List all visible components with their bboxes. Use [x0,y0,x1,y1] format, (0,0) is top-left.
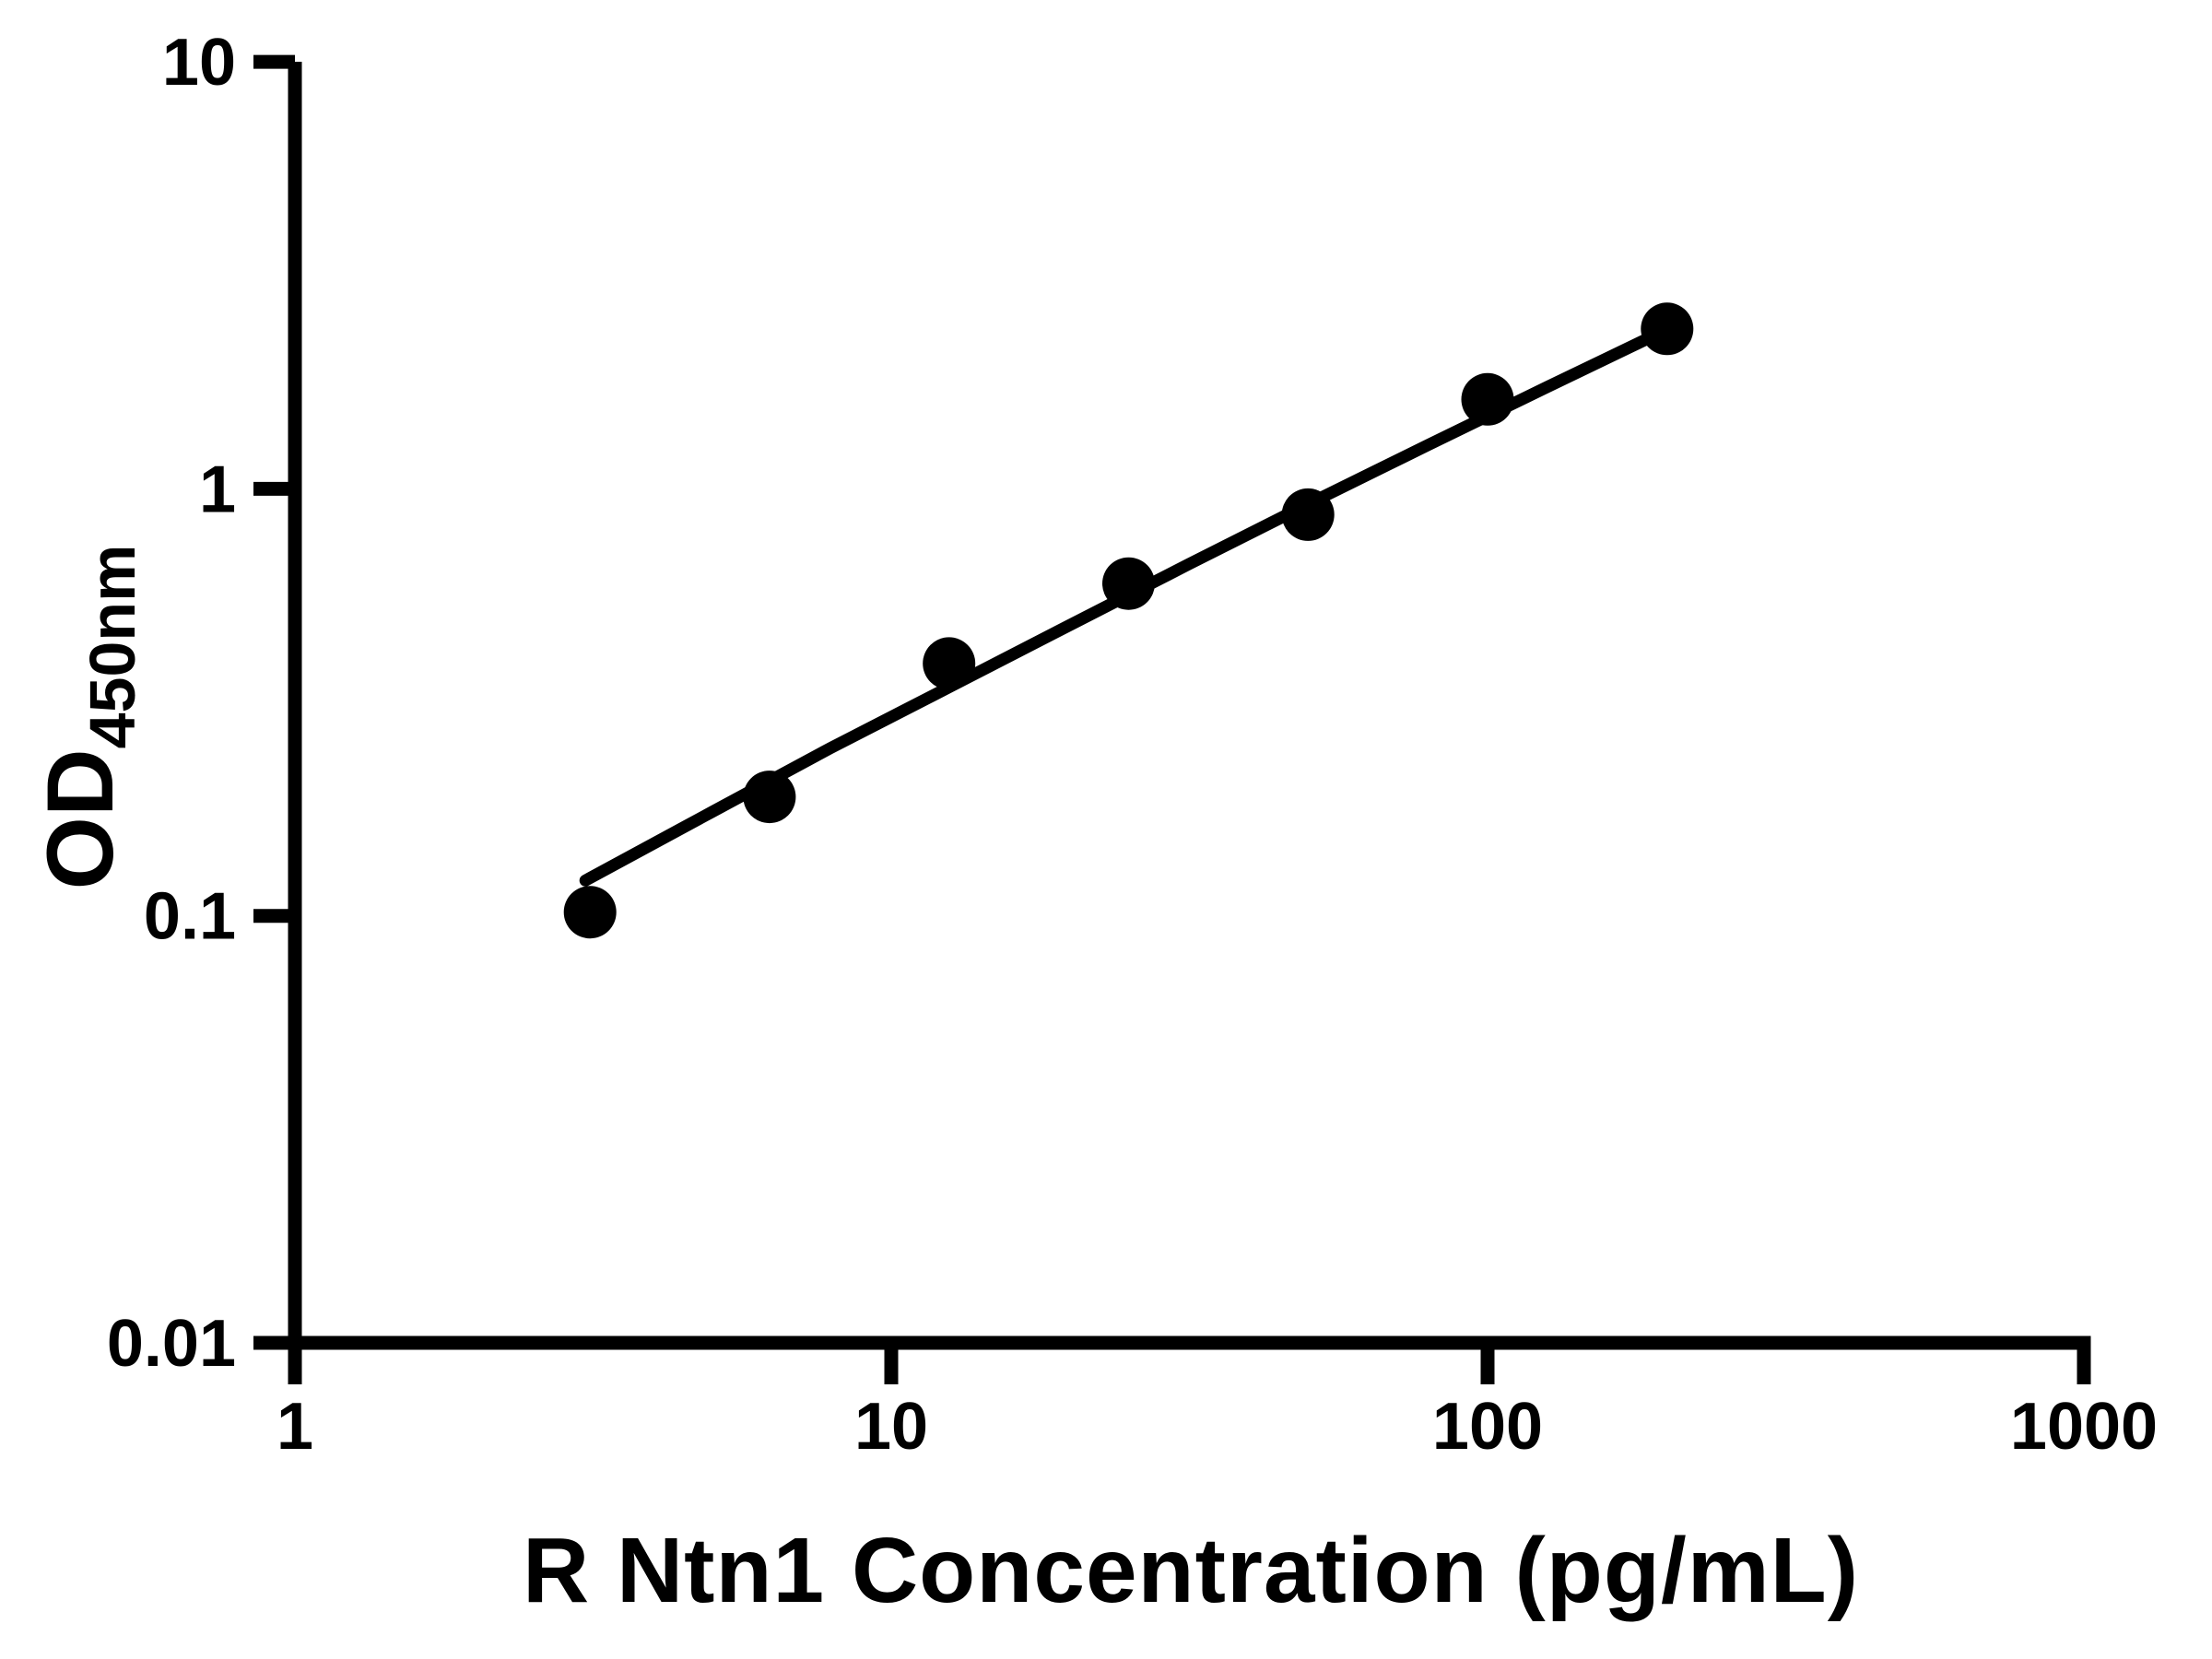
y-axis-title: OD450nm [28,545,148,890]
data-point [743,771,796,824]
y-axis-ticks: 10 1 0.1 0.01 [107,26,295,1381]
x-tick-label: 10 [854,1390,928,1464]
data-point [563,886,617,939]
x-tick-label: 100 [1432,1390,1543,1464]
data-point [923,637,976,690]
x-tick-label: 1 [276,1390,313,1464]
data-point [1641,302,1694,356]
y-axis-title-main: OD [28,748,133,889]
data-points [563,302,1694,939]
data-point [1461,372,1514,426]
y-axis-title-subscript: 450nm [76,545,148,749]
data-point [1281,488,1335,541]
y-tick-label: 1 [199,453,236,526]
y-tick-label: 10 [162,26,236,100]
y-tick-label: 0.1 [144,880,236,954]
axes [253,62,2091,1382]
x-tick-label: 1000 [2010,1390,2158,1464]
x-axis-title: R Ntn1 Concentration (pg/mL) [523,1519,1859,1622]
data-point [1102,557,1155,610]
y-tick-label: 0.01 [107,1307,236,1381]
x-axis-ticks: 1 10 100 1000 [276,1343,2158,1464]
